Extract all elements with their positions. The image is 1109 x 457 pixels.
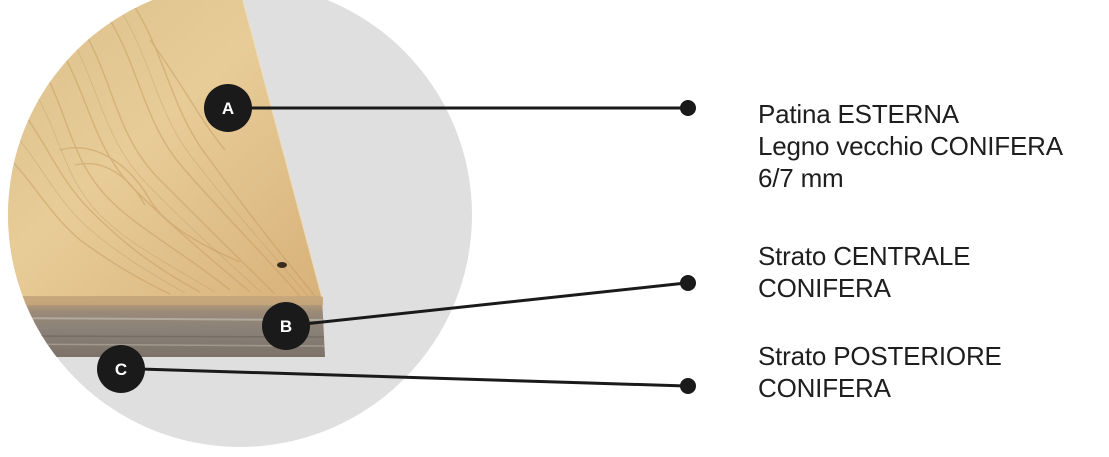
plank-edge xyxy=(8,297,325,357)
callout-a-line-3: 6/7 mm xyxy=(758,163,844,193)
callout-b-line-2: CONIFERA xyxy=(758,273,891,303)
callout-c-line-1: Strato POSTERIORE xyxy=(758,341,1002,371)
wood-knot xyxy=(277,262,287,268)
badge-b: B xyxy=(262,302,310,350)
callout-b-line-1: Strato CENTRALE xyxy=(758,241,971,271)
badge-b-letter: B xyxy=(280,317,292,336)
leader-dot-c xyxy=(680,378,696,394)
callout-a-line-2: Legno vecchio CONIFERA xyxy=(758,131,1063,161)
callout-c-text: Strato POSTERIORE CONIFERA xyxy=(758,340,1002,404)
plank-top-face xyxy=(8,0,322,297)
wood-grain xyxy=(8,0,316,297)
callout-a-line-1: Patina ESTERNA xyxy=(758,99,959,129)
leader-dot-a xyxy=(680,100,696,116)
leader-lines xyxy=(139,106,687,388)
callout-c-line-2: CONIFERA xyxy=(758,373,891,403)
leader-line-c xyxy=(139,367,687,388)
badge-c-letter: C xyxy=(115,360,127,379)
leader-dot-b xyxy=(680,275,696,291)
callout-a-text: Patina ESTERNA Legno vecchio CONIFERA 6/… xyxy=(758,98,1063,194)
badge-c: C xyxy=(97,345,145,393)
callout-b-text: Strato CENTRALE CONIFERA xyxy=(758,240,970,304)
badge-a-letter: A xyxy=(222,99,234,118)
badge-a: A xyxy=(204,84,252,132)
leader-line-b xyxy=(303,281,687,326)
